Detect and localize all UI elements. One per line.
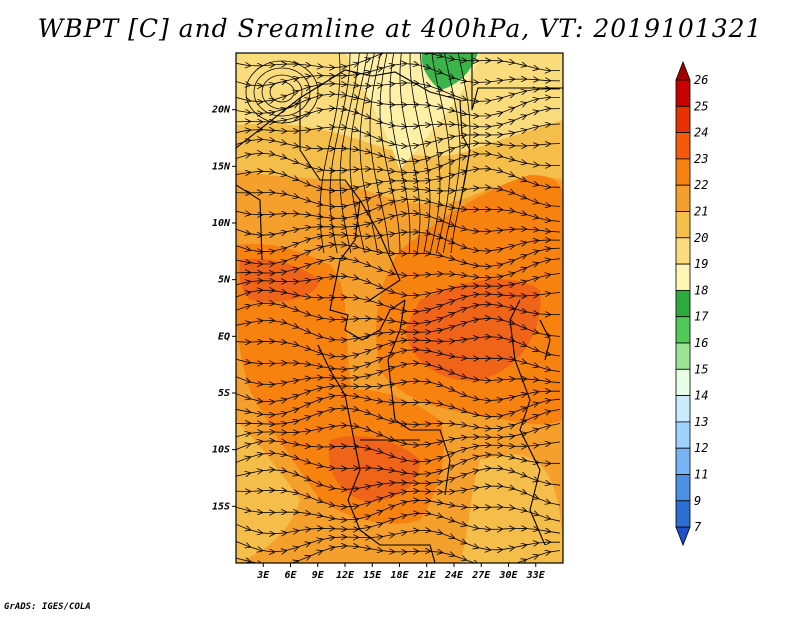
colorbar-segment bbox=[675, 289, 691, 318]
colorbar-segment bbox=[675, 316, 691, 344]
lon-tick-label: 3E bbox=[256, 570, 270, 581]
streamline bbox=[236, 188, 561, 207]
streamline bbox=[236, 546, 561, 563]
colorbar-label: 26 bbox=[694, 73, 708, 87]
lat-tick-label: 5S bbox=[218, 388, 230, 399]
streamline bbox=[389, 53, 411, 254]
colorbar-bottom-arrow bbox=[675, 526, 691, 547]
colorbar-label: 7 bbox=[694, 520, 702, 534]
colorbar-segment bbox=[675, 474, 691, 502]
colorbar-label: 17 bbox=[694, 310, 709, 324]
colorbar-segment bbox=[675, 211, 691, 239]
colorbar-segment bbox=[675, 421, 691, 449]
colorbar-label: 9 bbox=[694, 494, 701, 508]
colorbar-label: 18 bbox=[694, 283, 708, 297]
lon-tick-label: 24E bbox=[444, 570, 464, 581]
lat-tick-label: 10S bbox=[212, 445, 230, 456]
lon-tick-label: 33E bbox=[526, 570, 546, 581]
colorbar-label: 20 bbox=[694, 231, 708, 245]
lon-tick-label: 18E bbox=[390, 570, 409, 581]
lat-tick-label: 15N bbox=[212, 161, 231, 172]
streamline bbox=[236, 468, 561, 489]
vortex-nw bbox=[245, 60, 319, 124]
colorbar-label: 22 bbox=[694, 178, 708, 192]
streamline bbox=[442, 53, 461, 254]
colorbar-segment bbox=[675, 105, 691, 134]
map-panel bbox=[236, 53, 563, 563]
colorbar-segment bbox=[675, 500, 691, 528]
colorbar-label: 12 bbox=[694, 441, 708, 455]
colorbar-segment bbox=[675, 342, 691, 370]
streamline bbox=[369, 53, 390, 254]
lon-tick-label: 12E bbox=[336, 570, 355, 581]
lat-tick-label: 10N bbox=[212, 218, 231, 229]
colorbar-segment bbox=[675, 263, 691, 291]
streamline bbox=[409, 53, 431, 254]
lat-tick-label: EQ bbox=[218, 331, 230, 342]
colorbar-label: 13 bbox=[694, 415, 708, 429]
lat-axis: 20N 15N 10N 5N EQ 5S 10S 15S bbox=[211, 105, 236, 512]
streamline bbox=[419, 53, 441, 254]
colorbar-segment bbox=[675, 79, 691, 107]
colorbar-label: 11 bbox=[694, 468, 708, 482]
colorbar-label: 14 bbox=[694, 389, 708, 403]
streamline bbox=[236, 486, 561, 507]
colorbar-label: 16 bbox=[694, 336, 708, 350]
lon-tick-label: 27E bbox=[471, 570, 491, 581]
colorbar-label: 25 bbox=[694, 99, 708, 113]
lat-tick-label: 15S bbox=[212, 501, 230, 512]
streamlines bbox=[236, 53, 561, 563]
lon-tick-label: 30E bbox=[498, 570, 518, 581]
chart-title: WBPT [C] and Sreamline at 400hPa, VT: 20… bbox=[37, 14, 763, 43]
streamline bbox=[236, 169, 561, 191]
lon-tick-label: 6E bbox=[284, 570, 297, 581]
lon-tick-label: 21E bbox=[417, 570, 437, 581]
streamline bbox=[431, 53, 451, 254]
colorbar-label: 23 bbox=[694, 152, 708, 166]
streamline bbox=[399, 53, 421, 254]
lon-tick-label: 9E bbox=[312, 570, 325, 581]
colorbar: 26 25 24 23 22 21 20 19 18 17 16 15 14 13 12 11 9 7 bbox=[675, 60, 709, 547]
colorbar-top-arrow bbox=[675, 60, 691, 81]
country-borders bbox=[236, 53, 563, 563]
lat-tick-label: 20N bbox=[211, 105, 231, 116]
colorbar-label: 19 bbox=[694, 257, 708, 271]
lat-tick-label: 5N bbox=[218, 275, 231, 286]
colorbar-label: 15 bbox=[694, 362, 708, 376]
colorbar-segment bbox=[675, 184, 691, 212]
colorbar-segment bbox=[675, 447, 691, 475]
colorbar-segment bbox=[675, 368, 691, 396]
colorbar-label: 24 bbox=[694, 126, 708, 140]
streamline bbox=[236, 337, 561, 357]
lon-tick-label: 15E bbox=[363, 570, 382, 581]
colorbar-segment bbox=[675, 132, 691, 160]
colorbar-label: 21 bbox=[694, 205, 708, 219]
streamline bbox=[339, 53, 360, 254]
streamline bbox=[379, 53, 401, 254]
colorbar-segment bbox=[675, 158, 691, 186]
streamline bbox=[329, 53, 351, 254]
grads-credit: GrADS: IGES/COLA bbox=[4, 602, 91, 612]
streamline bbox=[236, 318, 561, 340]
colorbar-segment bbox=[675, 237, 691, 265]
lon-axis: 3E 6E 9E 12E 15E 18E 21E 24E 27E 30E 33E bbox=[256, 563, 546, 581]
streamline bbox=[319, 53, 341, 254]
colorbar-segment bbox=[675, 395, 691, 423]
